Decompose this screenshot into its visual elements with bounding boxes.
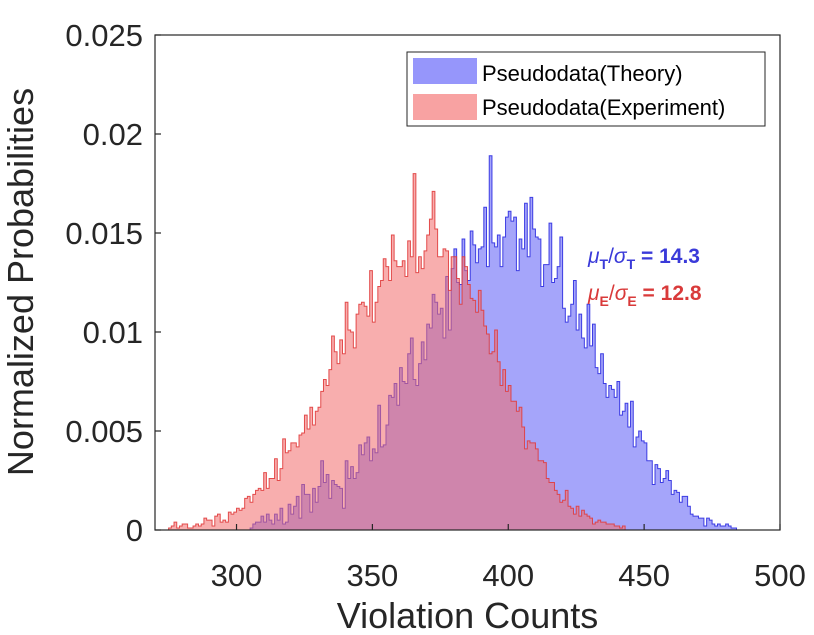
x-tick-label: 300 bbox=[211, 558, 263, 593]
y-tick-label: 0.01 bbox=[83, 315, 143, 350]
y-tick-label: 0.015 bbox=[65, 216, 143, 251]
legend-label-experiment: Pseudodata(Experiment) bbox=[482, 95, 725, 120]
annotation-theory-sub2: T bbox=[627, 256, 636, 272]
annotation-theory-value: = 14.3 bbox=[635, 245, 700, 268]
y-axis-label: Normalized Probabilities bbox=[0, 88, 41, 476]
y-tick-label: 0.005 bbox=[65, 414, 143, 449]
annotation-theory: μT/σT = 14.3 bbox=[587, 245, 700, 272]
annotation-theory-sub1: T bbox=[600, 256, 609, 272]
annotation-theory-sigma: σ bbox=[614, 245, 628, 268]
histogram-series-experiment bbox=[168, 173, 626, 531]
annotation-experiment-sigma: σ bbox=[615, 282, 629, 305]
annotation-experiment-sub2: E bbox=[627, 293, 636, 309]
annotation-theory-sep: / bbox=[608, 245, 614, 268]
annotation-experiment-mu: μ bbox=[587, 282, 600, 305]
legend-label-theory: Pseudodata(Theory) bbox=[482, 61, 683, 86]
x-axis-label: Violation Counts bbox=[337, 595, 599, 635]
series-layer bbox=[168, 155, 738, 531]
legend-swatch-experiment bbox=[413, 94, 477, 120]
y-tick-label: 0 bbox=[126, 513, 143, 548]
plot-frame bbox=[154, 34, 781, 531]
legend: Pseudodata(Theory) Pseudodata(Experiment… bbox=[406, 51, 766, 127]
annotation-experiment-sep: / bbox=[609, 282, 615, 305]
annotation-experiment: μE/σE = 12.8 bbox=[587, 282, 702, 309]
x-tick-label: 350 bbox=[347, 558, 399, 593]
y-tick-label: 0.02 bbox=[83, 117, 143, 152]
x-tick-label: 450 bbox=[618, 558, 670, 593]
annotation-theory-mu: μ bbox=[587, 245, 600, 268]
y-tick-label: 0.025 bbox=[65, 18, 143, 53]
annotation-experiment-sub1: E bbox=[600, 293, 609, 309]
tick-layer: 300 350 400 450 500 0 0.005 0.01 0.015 0.02 0.025 bbox=[65, 18, 805, 593]
x-tick-label: 400 bbox=[482, 558, 534, 593]
legend-swatch-theory bbox=[413, 58, 477, 84]
x-tick-label: 500 bbox=[754, 558, 806, 593]
annotation-experiment-value: = 12.8 bbox=[637, 282, 702, 305]
